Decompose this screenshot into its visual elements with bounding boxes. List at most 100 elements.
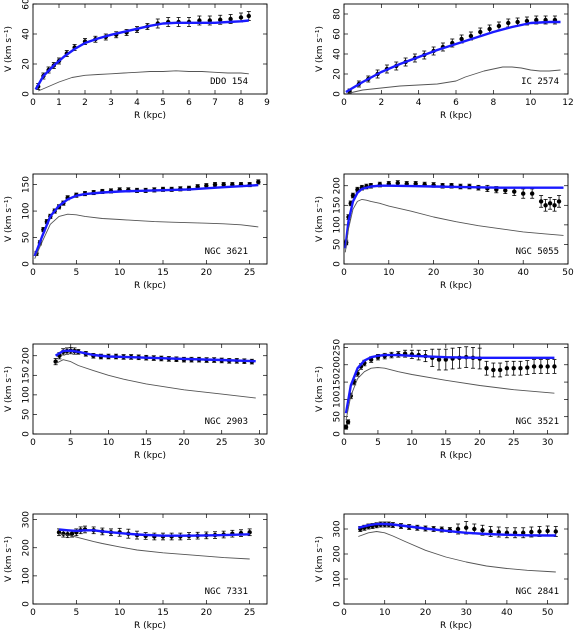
data-point [538, 199, 544, 204]
y-tick-label: 200 [22, 347, 32, 364]
x-axis-label: R (kpc) [134, 451, 166, 461]
data-point [246, 13, 251, 19]
data-point [256, 179, 261, 185]
x-tick-label: 2 [82, 98, 88, 108]
panel-data [33, 179, 261, 259]
panel-data [345, 15, 561, 94]
y-tick-label: 0 [333, 601, 343, 607]
panel-frame [32, 343, 268, 435]
data-point [497, 367, 503, 373]
galaxy-name-label: NGC 5055 [516, 247, 559, 257]
y-axis-label: V (km s⁻¹) [315, 26, 325, 72]
x-tick-label: 1 [56, 98, 62, 108]
panel-2: 0 2 4 6 8 10 12 0 20 40 60 80 R (kpc) V (km s⁻¹) IC 25… [315, 3, 574, 121]
x-axis-label: R (kpc) [440, 281, 472, 291]
data-point [496, 23, 502, 29]
y-axis-label: V (km s⁻¹) [4, 536, 14, 582]
x-tick-label: 15 [157, 608, 168, 618]
data-point [463, 525, 469, 530]
galaxy-name-label: DDO 154 [210, 77, 248, 87]
x-tick-label: 20 [178, 438, 190, 448]
x-tick-label: 20 [420, 608, 432, 618]
y-tick-label: 50 [333, 411, 343, 423]
data-point [478, 29, 483, 35]
model-curve [54, 349, 256, 363]
panel-7: 0 5 10 15 20 25 0 100 200 300 R (kpc) V (km s⁻¹) NGC… [4, 511, 268, 630]
data-point [484, 366, 489, 371]
panel-data [344, 346, 557, 430]
data-point [504, 366, 510, 371]
data-point [525, 365, 530, 370]
panel-frame [32, 513, 268, 605]
y-tick-label: 100 [22, 202, 32, 219]
model-curve [34, 19, 249, 91]
y-tick-label: 60 [333, 28, 343, 40]
panel-frame [343, 513, 569, 605]
data-point [468, 33, 474, 39]
x-tick-label: 20 [428, 268, 440, 278]
x-tick-label: 30 [254, 438, 266, 448]
data-point [480, 528, 485, 533]
x-tick-label: 9 [264, 98, 270, 108]
y-tick-label: 100 [333, 391, 343, 408]
model-curve [58, 528, 250, 537]
x-tick-label: 10 [525, 98, 537, 108]
x-axis-label: R (kpc) [440, 621, 472, 630]
y-axis-label: V (km s⁻¹) [4, 26, 14, 72]
y-tick-label: 20 [333, 68, 343, 80]
data-point [344, 424, 349, 430]
baryonic-curve [345, 367, 555, 421]
x-tick-label: 50 [562, 268, 574, 278]
data-point [547, 201, 553, 206]
x-tick-label: 6 [186, 98, 192, 108]
x-tick-label: 3 [108, 98, 114, 108]
x-tick-label: 10 [103, 438, 115, 448]
y-tick-label: 0 [333, 261, 343, 267]
x-tick-label: 25 [216, 438, 227, 448]
x-tick-label: 0 [341, 608, 347, 618]
y-tick-label: 200 [333, 356, 343, 373]
model-curve [358, 522, 556, 537]
x-axis-label: R (kpc) [134, 281, 166, 291]
x-tick-label: 5 [160, 98, 166, 108]
y-tick-label: 50 [22, 232, 32, 244]
data-point [511, 366, 516, 371]
data-point [56, 530, 62, 535]
panel-frame [32, 3, 268, 95]
data-point [534, 17, 539, 23]
y-axis-label: V (km s⁻¹) [4, 196, 14, 242]
panel-8: 0 10 20 30 40 50 0 100 200 300 R (kpc) V (km s⁻¹) NG… [315, 513, 569, 630]
data-point [455, 526, 461, 532]
data-point [218, 17, 223, 22]
y-tick-label: 250 [333, 339, 343, 356]
data-point [518, 366, 523, 371]
x-axis-label: R (kpc) [440, 451, 472, 461]
x-tick-label: 5 [68, 438, 74, 448]
x-tick-label: 15 [440, 438, 451, 448]
data-point [515, 19, 520, 25]
x-tick-label: 50 [542, 608, 554, 618]
x-tick-label: 8 [490, 98, 496, 108]
x-tick-label: 30 [542, 438, 554, 448]
data-point [488, 529, 493, 534]
data-point [69, 531, 75, 536]
x-tick-label: 2 [378, 98, 384, 108]
x-tick-label: 25 [508, 438, 519, 448]
data-point [553, 529, 558, 534]
y-tick-label: 0 [22, 601, 32, 607]
data-point [345, 419, 351, 425]
data-point [529, 191, 535, 196]
x-tick-label: 10 [114, 608, 126, 618]
x-tick-label: 0 [341, 438, 347, 448]
x-tick-label: 4 [134, 98, 140, 108]
data-point [512, 189, 517, 194]
y-tick-label: 100 [333, 216, 343, 233]
panel-5: 0 5 10 15 20 25 30 0 50 100 150 200 R (kpc) V (km s⁻¹… [4, 343, 268, 461]
x-tick-label: 10 [406, 438, 418, 448]
x-tick-label: 15 [157, 268, 168, 278]
x-tick-label: 10 [379, 608, 391, 618]
data-point [443, 357, 449, 362]
x-tick-label: 30 [460, 608, 472, 618]
y-tick-label: 100 [22, 386, 32, 403]
